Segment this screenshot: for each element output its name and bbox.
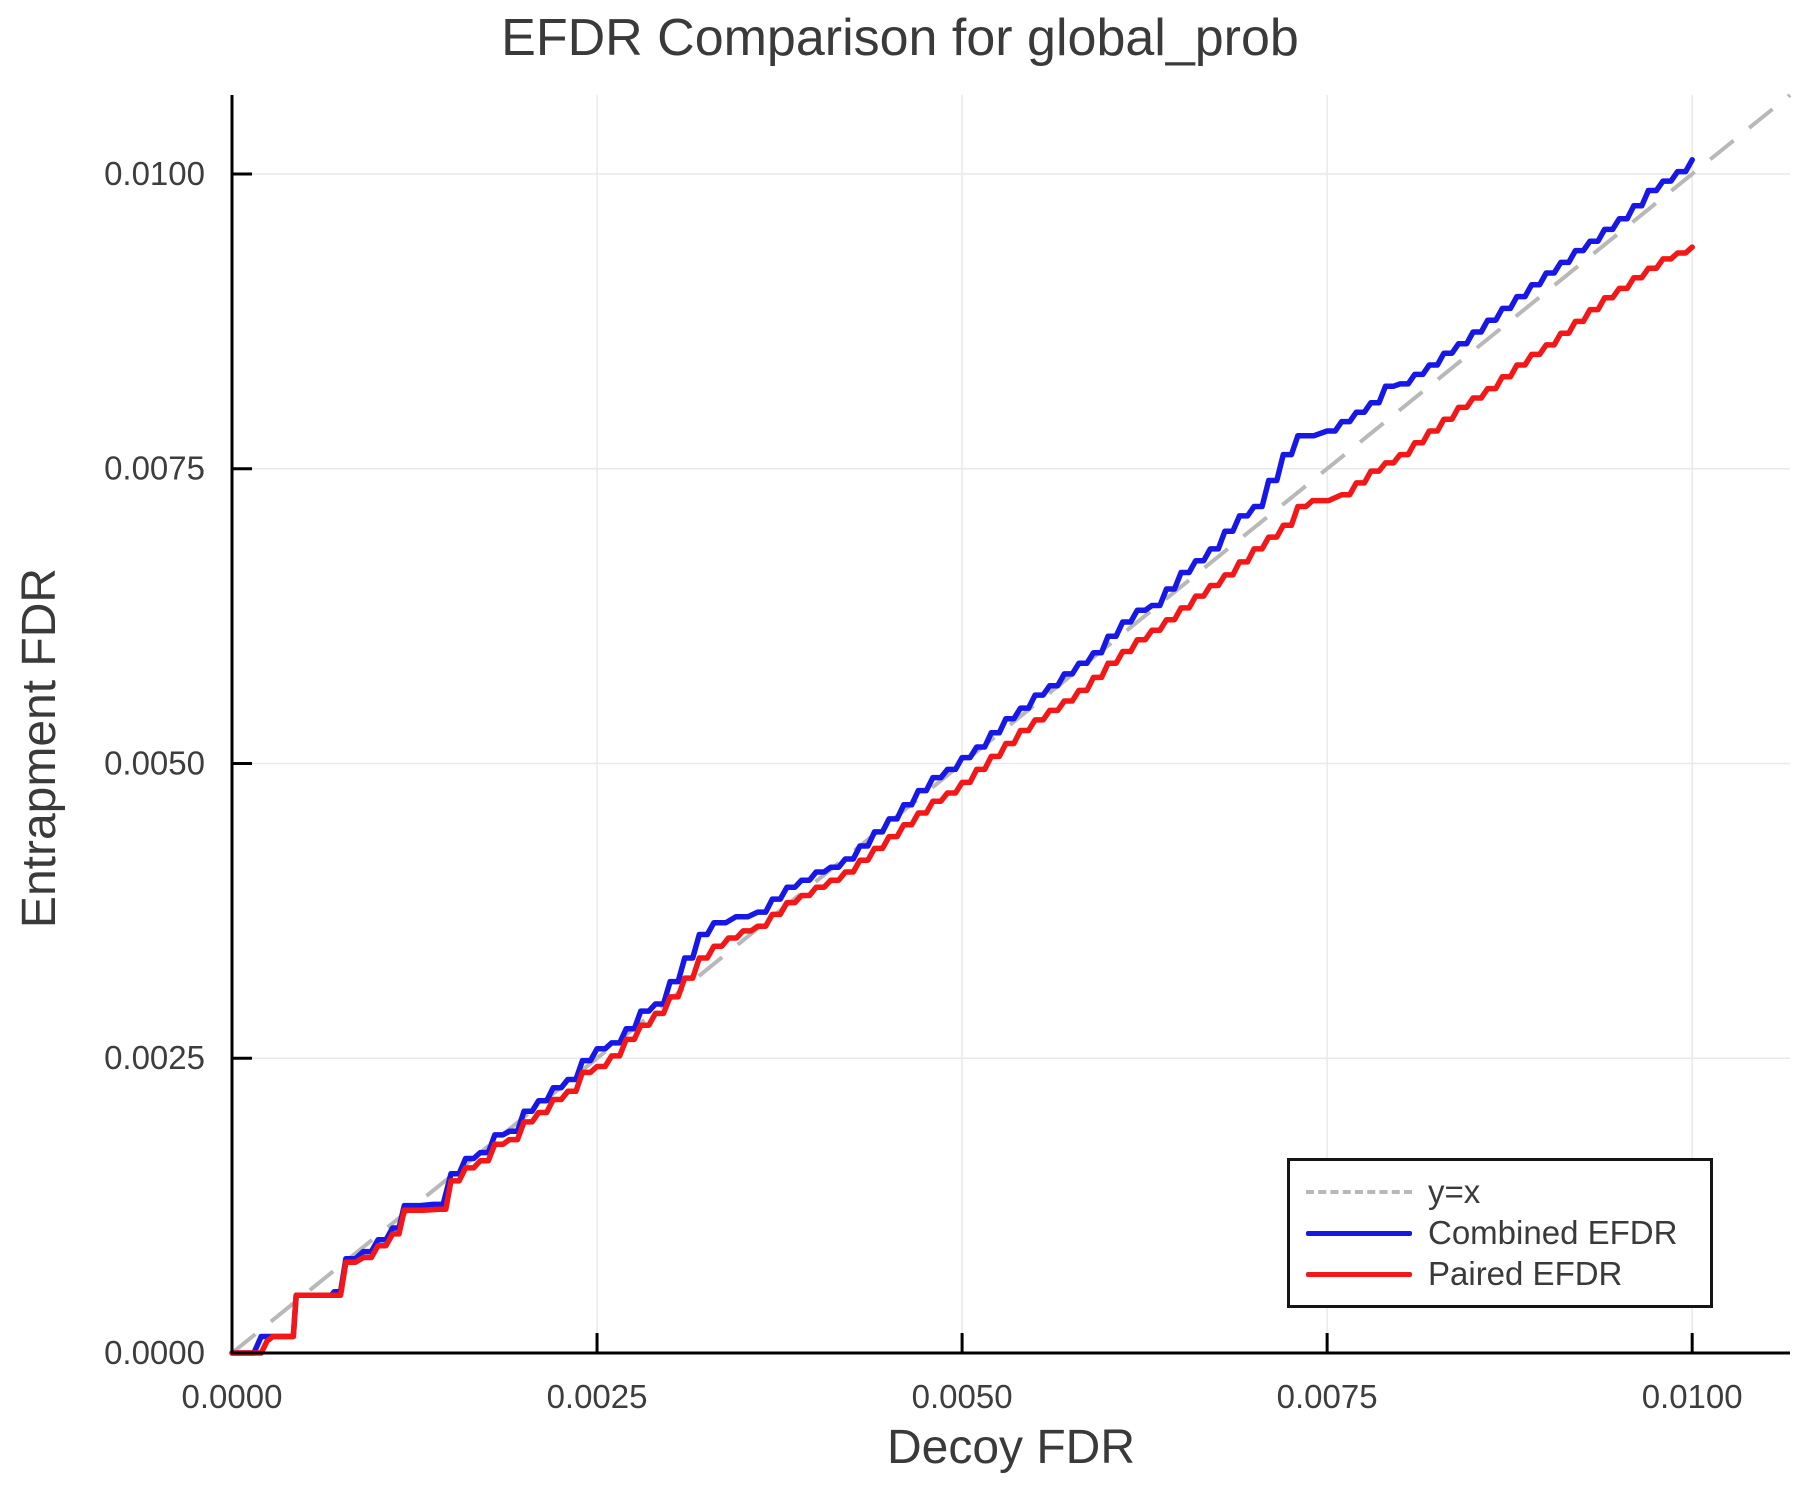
y-tick-label: 0.0050 <box>104 744 205 781</box>
legend-item-combined: Combined EFDR <box>1306 1213 1710 1253</box>
y-axis-label: Entrapment FDR <box>13 567 66 929</box>
x-tick-label: 0.0050 <box>912 1378 1013 1415</box>
combined-line-sample <box>1306 1230 1412 1236</box>
x-axis-label: Decoy FDR <box>886 1421 1136 1474</box>
x-tick-label: 0.0075 <box>1277 1378 1378 1415</box>
y-tick-label: 0.0025 <box>104 1039 205 1076</box>
plot-title: EFDR Comparison for global_prob <box>501 9 1299 67</box>
legend-label-identity: y=x <box>1428 1173 1481 1210</box>
x-tick-label: 0.0000 <box>182 1378 283 1415</box>
legend-box: y=x Combined EFDR Paired EFDR <box>1287 1158 1713 1308</box>
legend-label-combined: Combined EFDR <box>1428 1214 1678 1251</box>
y-tick-label: 0.0075 <box>104 450 205 487</box>
combined-efdr-line <box>229 157 1695 1356</box>
x-tick-label: 0.0025 <box>547 1378 648 1415</box>
legend-item-identity: y=x <box>1306 1172 1710 1212</box>
y-tick-label: 0.0000 <box>104 1334 205 1371</box>
y-tick-label: 0.0100 <box>104 155 205 192</box>
legend-item-paired: Paired EFDR <box>1306 1254 1710 1294</box>
identity-line-sample <box>1306 1190 1412 1194</box>
x-tick-label: 0.0100 <box>1642 1378 1743 1415</box>
paired-line-sample <box>1306 1271 1412 1277</box>
identity-reference-line <box>230 93 1792 1355</box>
legend-label-paired: Paired EFDR <box>1428 1255 1623 1292</box>
paired-efdr-line <box>229 244 1695 1356</box>
